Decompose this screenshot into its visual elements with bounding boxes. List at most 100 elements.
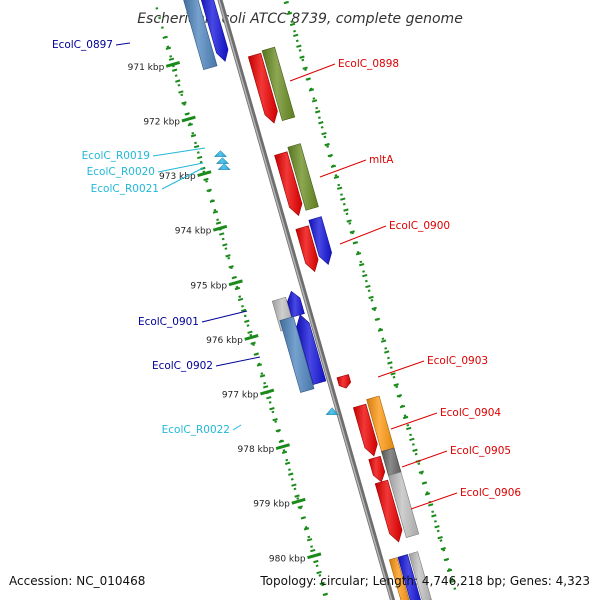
minor-tick	[368, 295, 374, 300]
minor-tick	[190, 134, 197, 138]
minor-tick	[316, 570, 322, 575]
minor-tick	[297, 505, 303, 509]
minor-tick	[340, 197, 346, 201]
minor-tick	[322, 592, 328, 596]
gene-feature	[200, 0, 229, 62]
gene-feature	[274, 151, 303, 217]
major-tick	[228, 279, 243, 287]
minor-tick	[409, 437, 415, 442]
minor-tick	[406, 426, 412, 431]
scale-tick-label: 974 kbp	[175, 227, 212, 237]
minor-tick	[299, 55, 305, 59]
minor-tick	[318, 121, 324, 125]
minor-tick	[412, 448, 418, 452]
label-leader-line	[339, 225, 387, 245]
genome-summary-label: Topology: circular; Length: 4,746,218 bp…	[260, 574, 590, 588]
gene-feature	[397, 554, 421, 600]
gene-label: EcolC_R0019	[82, 150, 150, 162]
minor-tick	[278, 439, 285, 444]
minor-tick	[336, 186, 343, 190]
trna-feature	[325, 407, 339, 415]
major-tick	[165, 61, 181, 68]
gene-label: EcolC_R0021	[91, 183, 159, 195]
gene-label: EcolC_0903	[427, 355, 488, 367]
minor-tick	[286, 11, 293, 16]
minor-tick	[305, 77, 311, 81]
gene-label: EcolC_0900	[389, 220, 450, 232]
minor-tick	[259, 374, 266, 378]
minor-tick	[303, 527, 310, 531]
gene-feature	[368, 455, 386, 483]
minor-tick	[362, 273, 368, 278]
minor-tick	[418, 470, 424, 474]
major-tick	[275, 443, 290, 450]
label-leader-line	[115, 42, 131, 46]
gene-feature	[308, 216, 332, 265]
minor-tick	[181, 101, 187, 105]
minor-tick	[219, 232, 225, 236]
label-leader-line	[377, 360, 425, 378]
gene-feature	[296, 314, 327, 385]
minor-tick	[283, 0, 289, 5]
gene-feature	[374, 479, 403, 543]
trna-feature	[217, 163, 231, 170]
minor-tick	[324, 142, 330, 147]
backbone-highlight	[218, 0, 393, 600]
minor-tick	[203, 177, 209, 182]
label-leader-line	[152, 147, 206, 157]
gene-label: EcolC_R0020	[87, 166, 155, 178]
minor-tick	[250, 341, 256, 345]
gene-feature	[247, 52, 278, 124]
minor-tick	[184, 112, 190, 116]
minor-tick	[440, 546, 446, 551]
minor-tick	[294, 494, 300, 498]
major-tick	[212, 224, 228, 232]
minor-tick	[296, 44, 302, 48]
minor-tick	[431, 514, 437, 518]
minor-tick	[222, 243, 228, 247]
minor-tick	[281, 450, 288, 455]
scale-tick-label: 977 kbp	[222, 390, 259, 400]
minor-tick	[253, 352, 259, 356]
trna-feature	[215, 157, 230, 164]
label-leader-line	[410, 492, 458, 510]
gene-label: EcolC_0897	[52, 39, 113, 51]
minor-tick	[284, 461, 291, 465]
minor-tick	[343, 208, 349, 212]
major-tick	[307, 552, 322, 560]
minor-tick	[311, 99, 318, 103]
minor-tick	[424, 492, 431, 496]
minor-tick	[275, 428, 281, 433]
major-tick	[291, 497, 306, 505]
minor-tick	[327, 153, 333, 158]
gene-label: EcolC_0905	[450, 445, 511, 457]
minor-tick	[365, 284, 371, 289]
gene-feature	[388, 557, 410, 600]
minor-tick	[396, 394, 402, 398]
minor-tick	[262, 385, 269, 389]
minor-tick	[358, 263, 365, 267]
accession-label: Accession: NC_010468	[9, 574, 146, 588]
scale-tick-label: 978 kbp	[238, 445, 275, 455]
minor-tick	[374, 317, 381, 321]
minor-tick	[371, 306, 377, 311]
minor-tick	[212, 210, 219, 214]
minor-tick	[402, 415, 409, 420]
minor-tick	[178, 90, 184, 94]
gene-feature	[279, 316, 315, 393]
minor-tick	[421, 481, 428, 485]
scale-tick-label: 976 kbp	[206, 336, 243, 346]
scale-tick-label: 973 kbp	[159, 172, 196, 182]
gene-labels: EcolC_0897 EcolC_0898 EcolC_R0019 EcolC_R00…	[52, 39, 521, 510]
label-leader-line	[215, 356, 261, 367]
minor-tick	[228, 265, 234, 269]
gene-label: EcolC_R0022	[162, 424, 230, 436]
minor-tick	[288, 472, 294, 476]
minor-tick	[168, 57, 175, 61]
minor-tick	[306, 538, 313, 542]
minor-tick	[393, 383, 399, 387]
gene-feature	[261, 46, 296, 122]
minor-tick	[380, 339, 387, 343]
minor-tick	[266, 396, 272, 400]
gene-label: EcolC_0902	[152, 360, 213, 372]
